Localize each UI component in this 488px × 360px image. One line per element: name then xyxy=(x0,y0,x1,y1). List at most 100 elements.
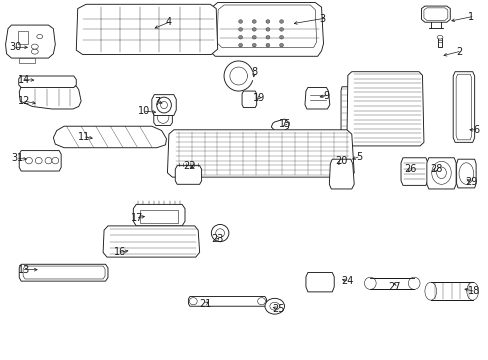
Ellipse shape xyxy=(31,49,38,54)
Polygon shape xyxy=(456,159,475,188)
Ellipse shape xyxy=(252,28,256,31)
Polygon shape xyxy=(188,297,266,306)
Ellipse shape xyxy=(238,36,242,39)
Text: 25: 25 xyxy=(272,304,285,314)
Ellipse shape xyxy=(458,163,473,184)
Text: 20: 20 xyxy=(334,156,346,166)
Text: 7: 7 xyxy=(154,97,161,107)
Ellipse shape xyxy=(436,36,442,39)
Ellipse shape xyxy=(279,20,283,23)
Ellipse shape xyxy=(189,298,197,305)
Polygon shape xyxy=(5,25,55,58)
Ellipse shape xyxy=(25,157,32,164)
Polygon shape xyxy=(329,159,353,189)
Polygon shape xyxy=(455,74,471,140)
Bar xyxy=(140,211,177,223)
Text: 2: 2 xyxy=(455,46,461,57)
Ellipse shape xyxy=(436,167,446,179)
Text: 22: 22 xyxy=(183,161,196,171)
Text: 6: 6 xyxy=(472,125,478,135)
Polygon shape xyxy=(242,91,256,108)
Ellipse shape xyxy=(431,161,450,184)
Polygon shape xyxy=(175,166,201,184)
Polygon shape xyxy=(152,95,176,116)
Polygon shape xyxy=(167,130,353,177)
Text: 4: 4 xyxy=(165,17,172,27)
Text: 31: 31 xyxy=(12,153,24,163)
Polygon shape xyxy=(346,72,423,146)
Polygon shape xyxy=(340,87,351,159)
Polygon shape xyxy=(271,119,289,132)
Text: 12: 12 xyxy=(18,96,30,106)
Polygon shape xyxy=(305,273,333,292)
Text: 29: 29 xyxy=(464,177,476,187)
Ellipse shape xyxy=(279,43,283,47)
Polygon shape xyxy=(19,264,108,281)
Polygon shape xyxy=(426,158,455,189)
Ellipse shape xyxy=(257,298,265,305)
Ellipse shape xyxy=(215,229,224,237)
Text: 15: 15 xyxy=(278,120,290,129)
Text: 13: 13 xyxy=(18,265,30,275)
Text: 18: 18 xyxy=(467,286,479,296)
Text: 5: 5 xyxy=(355,152,362,162)
Ellipse shape xyxy=(211,225,228,242)
Text: 30: 30 xyxy=(9,42,21,52)
Polygon shape xyxy=(154,108,172,126)
Polygon shape xyxy=(369,278,413,289)
Polygon shape xyxy=(423,8,447,21)
Ellipse shape xyxy=(252,36,256,39)
Text: 19: 19 xyxy=(252,93,264,103)
Text: 1: 1 xyxy=(467,12,473,22)
Polygon shape xyxy=(19,86,81,109)
Text: 23: 23 xyxy=(211,234,224,244)
Ellipse shape xyxy=(264,298,284,314)
Text: 8: 8 xyxy=(251,67,257,77)
Ellipse shape xyxy=(252,20,256,23)
Text: 24: 24 xyxy=(341,276,353,286)
Ellipse shape xyxy=(424,282,436,300)
Polygon shape xyxy=(452,72,474,142)
Polygon shape xyxy=(19,150,61,171)
Ellipse shape xyxy=(238,28,242,31)
Ellipse shape xyxy=(31,44,38,49)
Text: 17: 17 xyxy=(131,213,143,222)
Ellipse shape xyxy=(238,20,242,23)
Text: 28: 28 xyxy=(429,164,442,174)
Ellipse shape xyxy=(265,28,269,31)
Text: 16: 16 xyxy=(114,247,126,257)
Polygon shape xyxy=(430,282,472,300)
Text: 3: 3 xyxy=(319,14,325,24)
Polygon shape xyxy=(103,226,199,257)
Ellipse shape xyxy=(45,157,52,164)
Ellipse shape xyxy=(466,282,478,300)
Polygon shape xyxy=(19,58,35,63)
Bar xyxy=(18,31,27,44)
Ellipse shape xyxy=(37,35,42,39)
Ellipse shape xyxy=(265,43,269,47)
Ellipse shape xyxy=(407,277,419,289)
Ellipse shape xyxy=(52,157,59,164)
Bar xyxy=(437,39,441,47)
Text: 10: 10 xyxy=(138,106,150,116)
Ellipse shape xyxy=(265,36,269,39)
Ellipse shape xyxy=(238,43,242,47)
Polygon shape xyxy=(217,5,316,47)
Polygon shape xyxy=(209,3,323,56)
Polygon shape xyxy=(421,6,449,22)
Ellipse shape xyxy=(269,302,279,310)
Polygon shape xyxy=(19,76,76,87)
Polygon shape xyxy=(53,126,166,148)
Ellipse shape xyxy=(157,111,168,123)
Text: 9: 9 xyxy=(323,91,329,101)
Ellipse shape xyxy=(364,277,375,289)
Ellipse shape xyxy=(157,97,171,113)
Text: 14: 14 xyxy=(18,75,30,85)
Text: 26: 26 xyxy=(403,164,416,174)
Ellipse shape xyxy=(160,102,167,109)
Ellipse shape xyxy=(279,28,283,31)
Polygon shape xyxy=(76,4,217,54)
Polygon shape xyxy=(23,266,105,279)
Polygon shape xyxy=(400,158,427,185)
Text: 11: 11 xyxy=(78,132,90,142)
